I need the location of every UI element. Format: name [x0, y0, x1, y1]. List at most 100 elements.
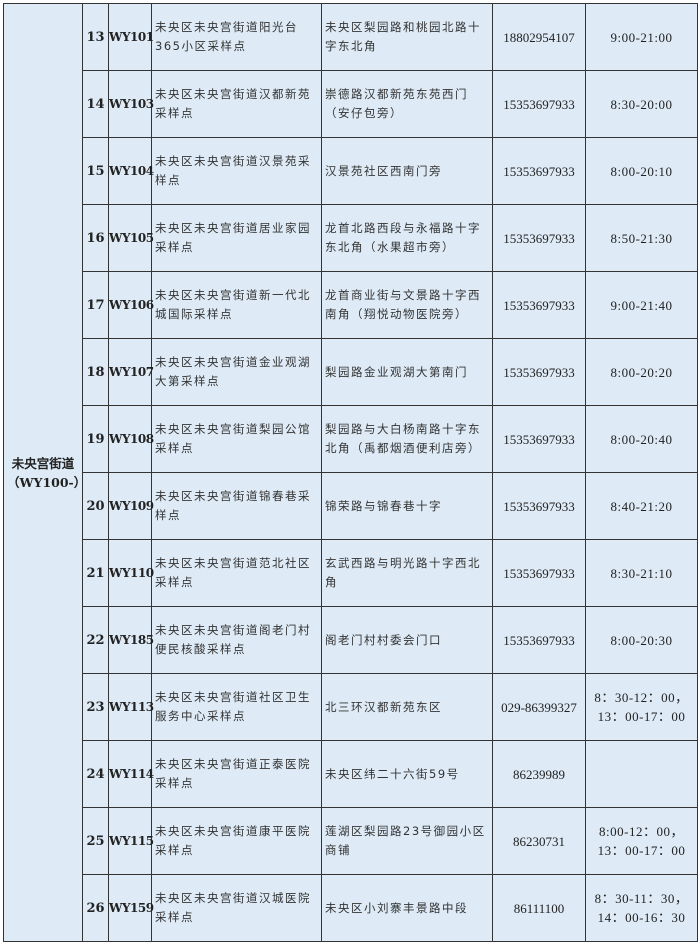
- service-hours: 8:00-20:20: [585, 338, 698, 406]
- site-address: 梨园路与大白杨南路十字东北角（禹都烟酒便利店旁）: [321, 405, 493, 473]
- table-row: 26 WY159 未央区未央宫街道汉城医院采样点 未央区小刘寨丰景路中段 8611110…: [4, 874, 698, 942]
- service-hours: 8:00-20:10: [585, 137, 698, 205]
- site-name: 未央区未央宫街道正泰医院采样点: [151, 740, 322, 808]
- service-hours: 8：30-12：00，13：00-17：00: [585, 673, 698, 741]
- service-hours: [585, 740, 698, 808]
- site-name: 未央区未央宫街道社区卫生服务中心采样点: [151, 673, 322, 741]
- row-number: 14: [82, 70, 109, 138]
- service-hours: 8:30-21:10: [585, 539, 698, 607]
- table-row: 23 WY113 未央区未央宫街道社区卫生服务中心采样点 北三环汉都新苑东区 029-8…: [4, 673, 698, 741]
- row-number: 24: [82, 740, 109, 808]
- contact-phone: 029-86399327: [492, 673, 586, 741]
- contact-phone: 86230731: [492, 807, 586, 875]
- site-name: 未央区未央宫街道梨园公馆采样点: [151, 405, 322, 473]
- site-name: 未央区未央宫街道锦春巷采样点: [151, 472, 322, 540]
- site-name: 未央区未央宫街道汉都新苑采样点: [151, 70, 322, 138]
- site-code: WY101: [108, 3, 154, 71]
- table-row: 18 WY107 未央区未央宫街道金业观湖大第采样点 梨园路金业观湖大第南门 15353…: [4, 338, 698, 406]
- table-row: 17 WY106 未央区未央宫街道新一代北城国际采样点 龙首商业街与文景路十字西南角（…: [4, 271, 698, 339]
- site-code: WY103: [108, 70, 154, 138]
- table-row: 21 WY110 未央区未央宫街道范北社区采样点 玄武西路与明光路十字西北角 15353…: [4, 539, 698, 607]
- site-name: 未央区未央宫街道新一代北城国际采样点: [151, 271, 322, 339]
- contact-phone: 18802954107: [492, 3, 586, 71]
- contact-phone: 15353697933: [492, 405, 586, 473]
- contact-phone: 15353697933: [492, 271, 586, 339]
- site-name: 未央区未央宫街道汉景苑采样点: [151, 137, 322, 205]
- service-hours: 8:00-12：00，13：00-17：00: [585, 807, 698, 875]
- table-row: 22 WY185 未央区未央宫街道阁老门村便民核酸采样点 阁老门村村委会门口 15353…: [4, 606, 698, 674]
- service-hours: 8:00-20:30: [585, 606, 698, 674]
- site-name: 未央区未央宫街道阁老门村便民核酸采样点: [151, 606, 322, 674]
- contact-phone: 86239989: [492, 740, 586, 808]
- contact-phone: 15353697933: [492, 137, 586, 205]
- site-address: 龙首商业街与文景路十字西南角（翔悦动物医院旁）: [321, 271, 493, 339]
- service-hours: 9:00-21:40: [585, 271, 698, 339]
- row-number: 15: [82, 137, 109, 205]
- site-code: WY114: [108, 740, 154, 808]
- contact-phone: 15353697933: [492, 338, 586, 406]
- row-number: 18: [82, 338, 109, 406]
- service-hours: 8：30-11：30，14：00-16：30: [585, 874, 698, 942]
- site-address: 未央区纬二十六街59号: [321, 740, 493, 808]
- site-address: 阁老门村村委会门口: [321, 606, 493, 674]
- site-code: WY113: [108, 673, 154, 741]
- row-number: 16: [82, 204, 109, 272]
- contact-phone: 86111100: [492, 874, 586, 942]
- table-row: 15 WY104 未央区未央宫街道汉景苑采样点 汉景苑社区西南门旁 1535369793…: [4, 137, 698, 205]
- contact-phone: 15353697933: [492, 539, 586, 607]
- site-name: 未央区未央宫街道范北社区采样点: [151, 539, 322, 607]
- row-number: 26: [82, 874, 109, 942]
- site-name: 未央区未央宫街道康平医院采样点: [151, 807, 322, 875]
- table-row: 14 WY103 未央区未央宫街道汉都新苑采样点 崇德路汉都新苑东苑西门（安仔包旁） 1…: [4, 70, 698, 138]
- site-code: WY110: [108, 539, 154, 607]
- table-row: 16 WY105 未央区未央宫街道居业家园采样点 龙首北路西段与永福路十字东北角（水果…: [4, 204, 698, 272]
- contact-phone: 15353697933: [492, 70, 586, 138]
- contact-phone: 15353697933: [492, 472, 586, 540]
- table-row: 25 WY115 未央区未央宫街道康平医院采样点 莲湖区梨园路23号御园小区商铺 862…: [4, 807, 698, 875]
- site-name: 未央区未央宫街道汉城医院采样点: [151, 874, 322, 942]
- service-hours: 8:30-20:00: [585, 70, 698, 138]
- district-cell: 未央宫街道 （WY100-）: [3, 3, 87, 942]
- site-address: 锦荣路与锦春巷十字: [321, 472, 493, 540]
- row-number: 25: [82, 807, 109, 875]
- service-hours: 9:00-21:00: [585, 3, 698, 71]
- site-name: 未央区未央宫街道居业家园采样点: [151, 204, 322, 272]
- site-code: WY159: [108, 874, 154, 942]
- site-address: 莲湖区梨园路23号御园小区商铺: [321, 807, 493, 875]
- site-address: 未央区梨园路和桃园北路十字东北角: [321, 3, 493, 71]
- row-number: 19: [82, 405, 109, 473]
- row-number: 13: [82, 3, 109, 71]
- site-name: 未央区未央宫街道阳光台365小区采样点: [151, 3, 322, 71]
- site-code: WY104: [108, 137, 154, 205]
- district-code: （WY100-）: [7, 474, 87, 490]
- site-address: 汉景苑社区西南门旁: [321, 137, 493, 205]
- service-hours: 8:40-21:20: [585, 472, 698, 540]
- sampling-sites-table: 未央宫街道 （WY100-） 13 WY101 未央区未央宫街道阳光台365小区采样点未…: [3, 3, 698, 942]
- row-number: 20: [82, 472, 109, 540]
- site-address: 龙首北路西段与永福路十字东北角（水果超市旁）: [321, 204, 493, 272]
- site-code: WY115: [108, 807, 154, 875]
- contact-phone: 15353697933: [492, 606, 586, 674]
- site-name: 未央区未央宫街道金业观湖大第采样点: [151, 338, 322, 406]
- table-row: 20 WY109 未央区未央宫街道锦春巷采样点 锦荣路与锦春巷十字 1535369793…: [4, 472, 698, 540]
- table-row: 24 WY114 未央区未央宫街道正泰医院采样点 未央区纬二十六街59号 8623998…: [4, 740, 698, 808]
- site-address: 未央区小刘寨丰景路中段: [321, 874, 493, 942]
- site-code: WY108: [108, 405, 154, 473]
- row-number: 23: [82, 673, 109, 741]
- site-code: WY105: [108, 204, 154, 272]
- site-address: 北三环汉都新苑东区: [321, 673, 493, 741]
- table-row: 未央宫街道 （WY100-） 13 WY101 未央区未央宫街道阳光台365小区采样点未…: [3, 3, 698, 942]
- row-number: 22: [82, 606, 109, 674]
- site-address: 崇德路汉都新苑东苑西门（安仔包旁）: [321, 70, 493, 138]
- site-code: WY109: [108, 472, 154, 540]
- table-row: 19 WY108 未央区未央宫街道梨园公馆采样点 梨园路与大白杨南路十字东北角（禹都烟…: [4, 405, 698, 473]
- service-hours: 8:00-20:40: [585, 405, 698, 473]
- site-code: WY106: [108, 271, 154, 339]
- row-number: 21: [82, 539, 109, 607]
- site-address: 梨园路金业观湖大第南门: [321, 338, 493, 406]
- contact-phone: 15353697933: [492, 204, 586, 272]
- service-hours: 8:50-21:30: [585, 204, 698, 272]
- district-name: 未央宫街道: [11, 455, 75, 471]
- row-number: 17: [82, 271, 109, 339]
- site-code: WY185: [108, 606, 154, 674]
